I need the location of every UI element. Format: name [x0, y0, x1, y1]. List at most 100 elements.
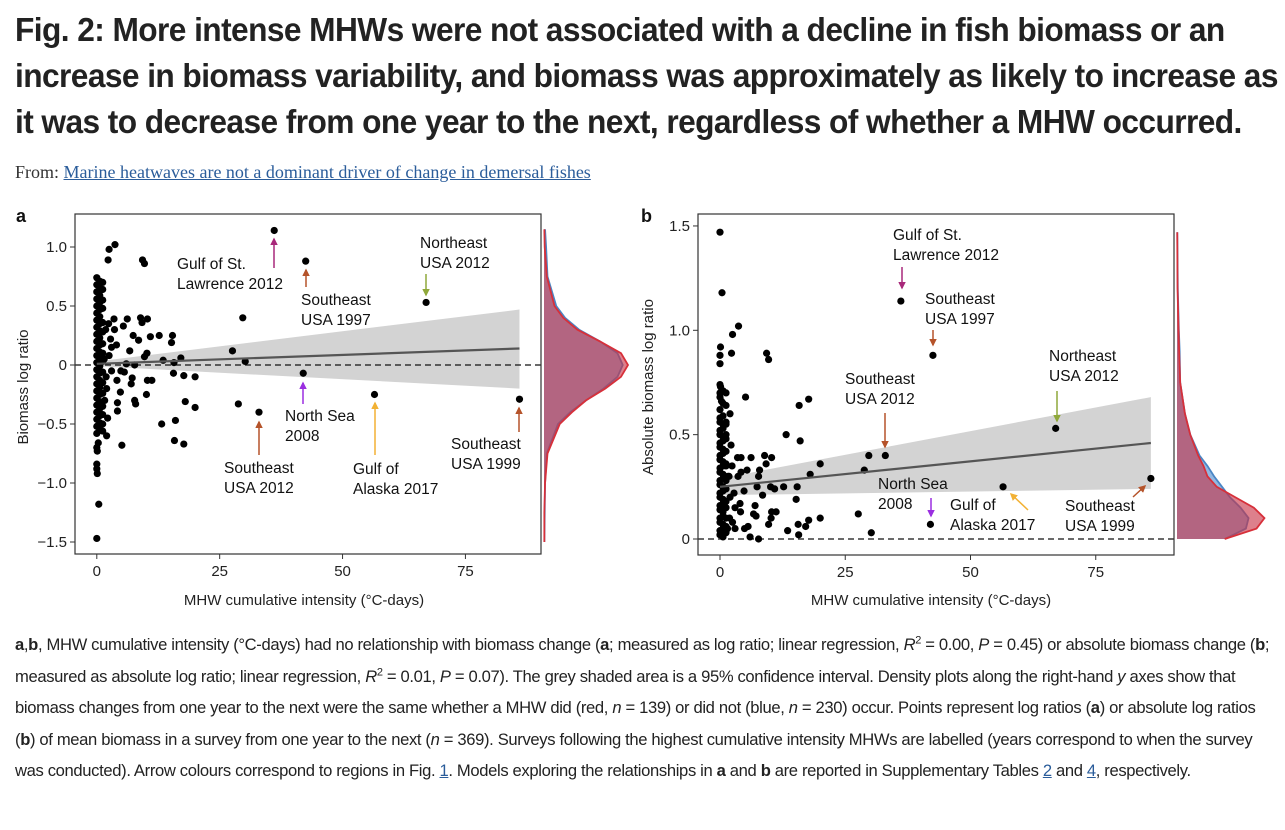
data-point — [107, 367, 116, 375]
data-point — [129, 331, 137, 340]
caption-text: = 0.01, — [382, 666, 440, 686]
plot-frame — [74, 213, 542, 555]
annotation-label: Gulf of — [950, 497, 996, 514]
density-plot — [1176, 232, 1266, 540]
data-point — [734, 322, 743, 330]
data-point — [722, 389, 730, 397]
annotation-label: Lawrence 2012 — [893, 247, 999, 264]
annotation-label: Southeast — [1065, 498, 1135, 515]
article-link[interactable]: Marine heatwaves are not a dominant driv… — [63, 162, 591, 182]
plot-frame — [697, 213, 1175, 556]
annotation-label: Alaska 2017 — [353, 481, 438, 498]
data-point — [782, 431, 790, 439]
caption-text: = 139) or did not (blue, — [621, 698, 789, 718]
caption-text: are reported in Supplementary Tables — [770, 761, 1043, 781]
annotation-label: North Sea — [285, 408, 355, 425]
caption-text: R — [365, 666, 377, 686]
data-point — [805, 516, 813, 524]
caption-text: . Models exploring the relationships in — [448, 761, 717, 781]
caption-text: n — [612, 698, 622, 718]
data-point — [716, 228, 724, 236]
data-point — [764, 520, 773, 528]
caption-text: b — [20, 729, 30, 749]
caption-text: and — [725, 761, 761, 781]
x-tick-label: 25 — [211, 563, 228, 580]
data-point — [148, 376, 156, 384]
data-point — [105, 245, 113, 253]
data-point — [746, 533, 754, 541]
annotation-label: USA 1997 — [301, 312, 371, 329]
data-point — [143, 315, 152, 323]
x-tick-label: 50 — [962, 564, 979, 581]
data-point — [730, 489, 738, 497]
data-point — [138, 318, 146, 327]
data-point — [169, 369, 178, 377]
annotation-label: Gulf of — [353, 461, 399, 478]
data-point — [762, 349, 771, 357]
reference-link[interactable]: 1 — [439, 761, 449, 781]
data-point — [929, 351, 937, 359]
data-point — [754, 535, 763, 543]
figure-panels: a 0 25 50 75 −1.5 −1.0 −0.5 0 0.5 1.0 MHW cumulat… — [15, 206, 1266, 609]
caption-text: ; measured as absolute log ratio; linear… — [15, 635, 1270, 686]
annotation-label: USA 2012 — [420, 255, 490, 272]
annotation-label: 2008 — [878, 496, 912, 513]
data-point — [726, 410, 734, 418]
caption-text: P — [439, 666, 451, 686]
data-point — [796, 437, 804, 445]
reference-link[interactable]: 4 — [1086, 761, 1096, 781]
regression-line — [719, 441, 1151, 488]
x-axis-label: MHW cumulative intensity (°C-days) — [811, 592, 1051, 609]
caption-text: a — [716, 761, 726, 781]
data-point — [727, 441, 735, 449]
caption-text: b — [760, 761, 771, 781]
x-axis-label: MHW cumulative intensity (°C-days) — [184, 592, 424, 609]
annotation-label: Alaska 2017 — [950, 517, 1035, 534]
data-point — [744, 522, 752, 531]
annotation-label: Gulf of St. — [177, 256, 246, 273]
data-point — [731, 504, 739, 512]
data-point — [1052, 424, 1060, 432]
caption-text: ) or absolute log ratios ( — [15, 698, 1256, 749]
figure-title: Fig. 2: More intense MHWs were not assoc… — [15, 11, 1278, 140]
data-point — [191, 403, 199, 412]
data-point — [1147, 474, 1155, 483]
annotation-label: Southeast — [925, 291, 995, 308]
data-point — [155, 331, 163, 340]
reference-link[interactable]: 2 — [1042, 761, 1052, 781]
data-point — [170, 436, 179, 445]
annotation-label: Southeast — [224, 460, 294, 477]
annotation-label: North Sea — [878, 476, 948, 493]
caption-text: n — [430, 729, 440, 749]
caption-text: axes show that biomass changes from one … — [15, 666, 1236, 718]
data-point — [94, 439, 102, 447]
data-point — [99, 379, 107, 387]
y-tick-label: 1.5 — [669, 218, 690, 235]
data-point — [99, 402, 107, 410]
figure-caption: a,b, MHW cumulative intensity (°C-days) … — [15, 629, 1277, 787]
data-point — [99, 427, 107, 435]
data-point — [854, 510, 862, 518]
data-point — [716, 393, 724, 401]
caption-text: a — [1090, 698, 1100, 718]
y-tick-label: 0 — [59, 357, 67, 374]
confidence-band — [75, 309, 541, 389]
caption-text: ; measured as log ratio; linear regressi… — [609, 635, 904, 654]
data-point — [767, 514, 775, 522]
data-point — [119, 322, 127, 330]
data-point — [95, 500, 103, 508]
annotations: Gulf of St. Lawrence 2012 Southeast USA … — [845, 227, 1147, 535]
panel-b: b 0 25 50 75 0 0.5 1.0 1.5 MHW cumulative inten… — [640, 206, 1266, 609]
y-axis-label: Absolute biomass log ratio — [640, 299, 657, 475]
data-point — [134, 336, 143, 344]
data-point — [110, 326, 119, 334]
data-point — [113, 399, 122, 407]
data-point — [118, 441, 126, 449]
data-point — [116, 388, 124, 396]
data-point — [93, 460, 101, 468]
annotations: Gulf of St. Lawrence 2012 Southeast USA … — [177, 235, 523, 498]
data-point — [99, 349, 107, 357]
regression-line — [96, 347, 520, 365]
caption-text: a — [15, 635, 24, 654]
data-point — [722, 418, 730, 426]
